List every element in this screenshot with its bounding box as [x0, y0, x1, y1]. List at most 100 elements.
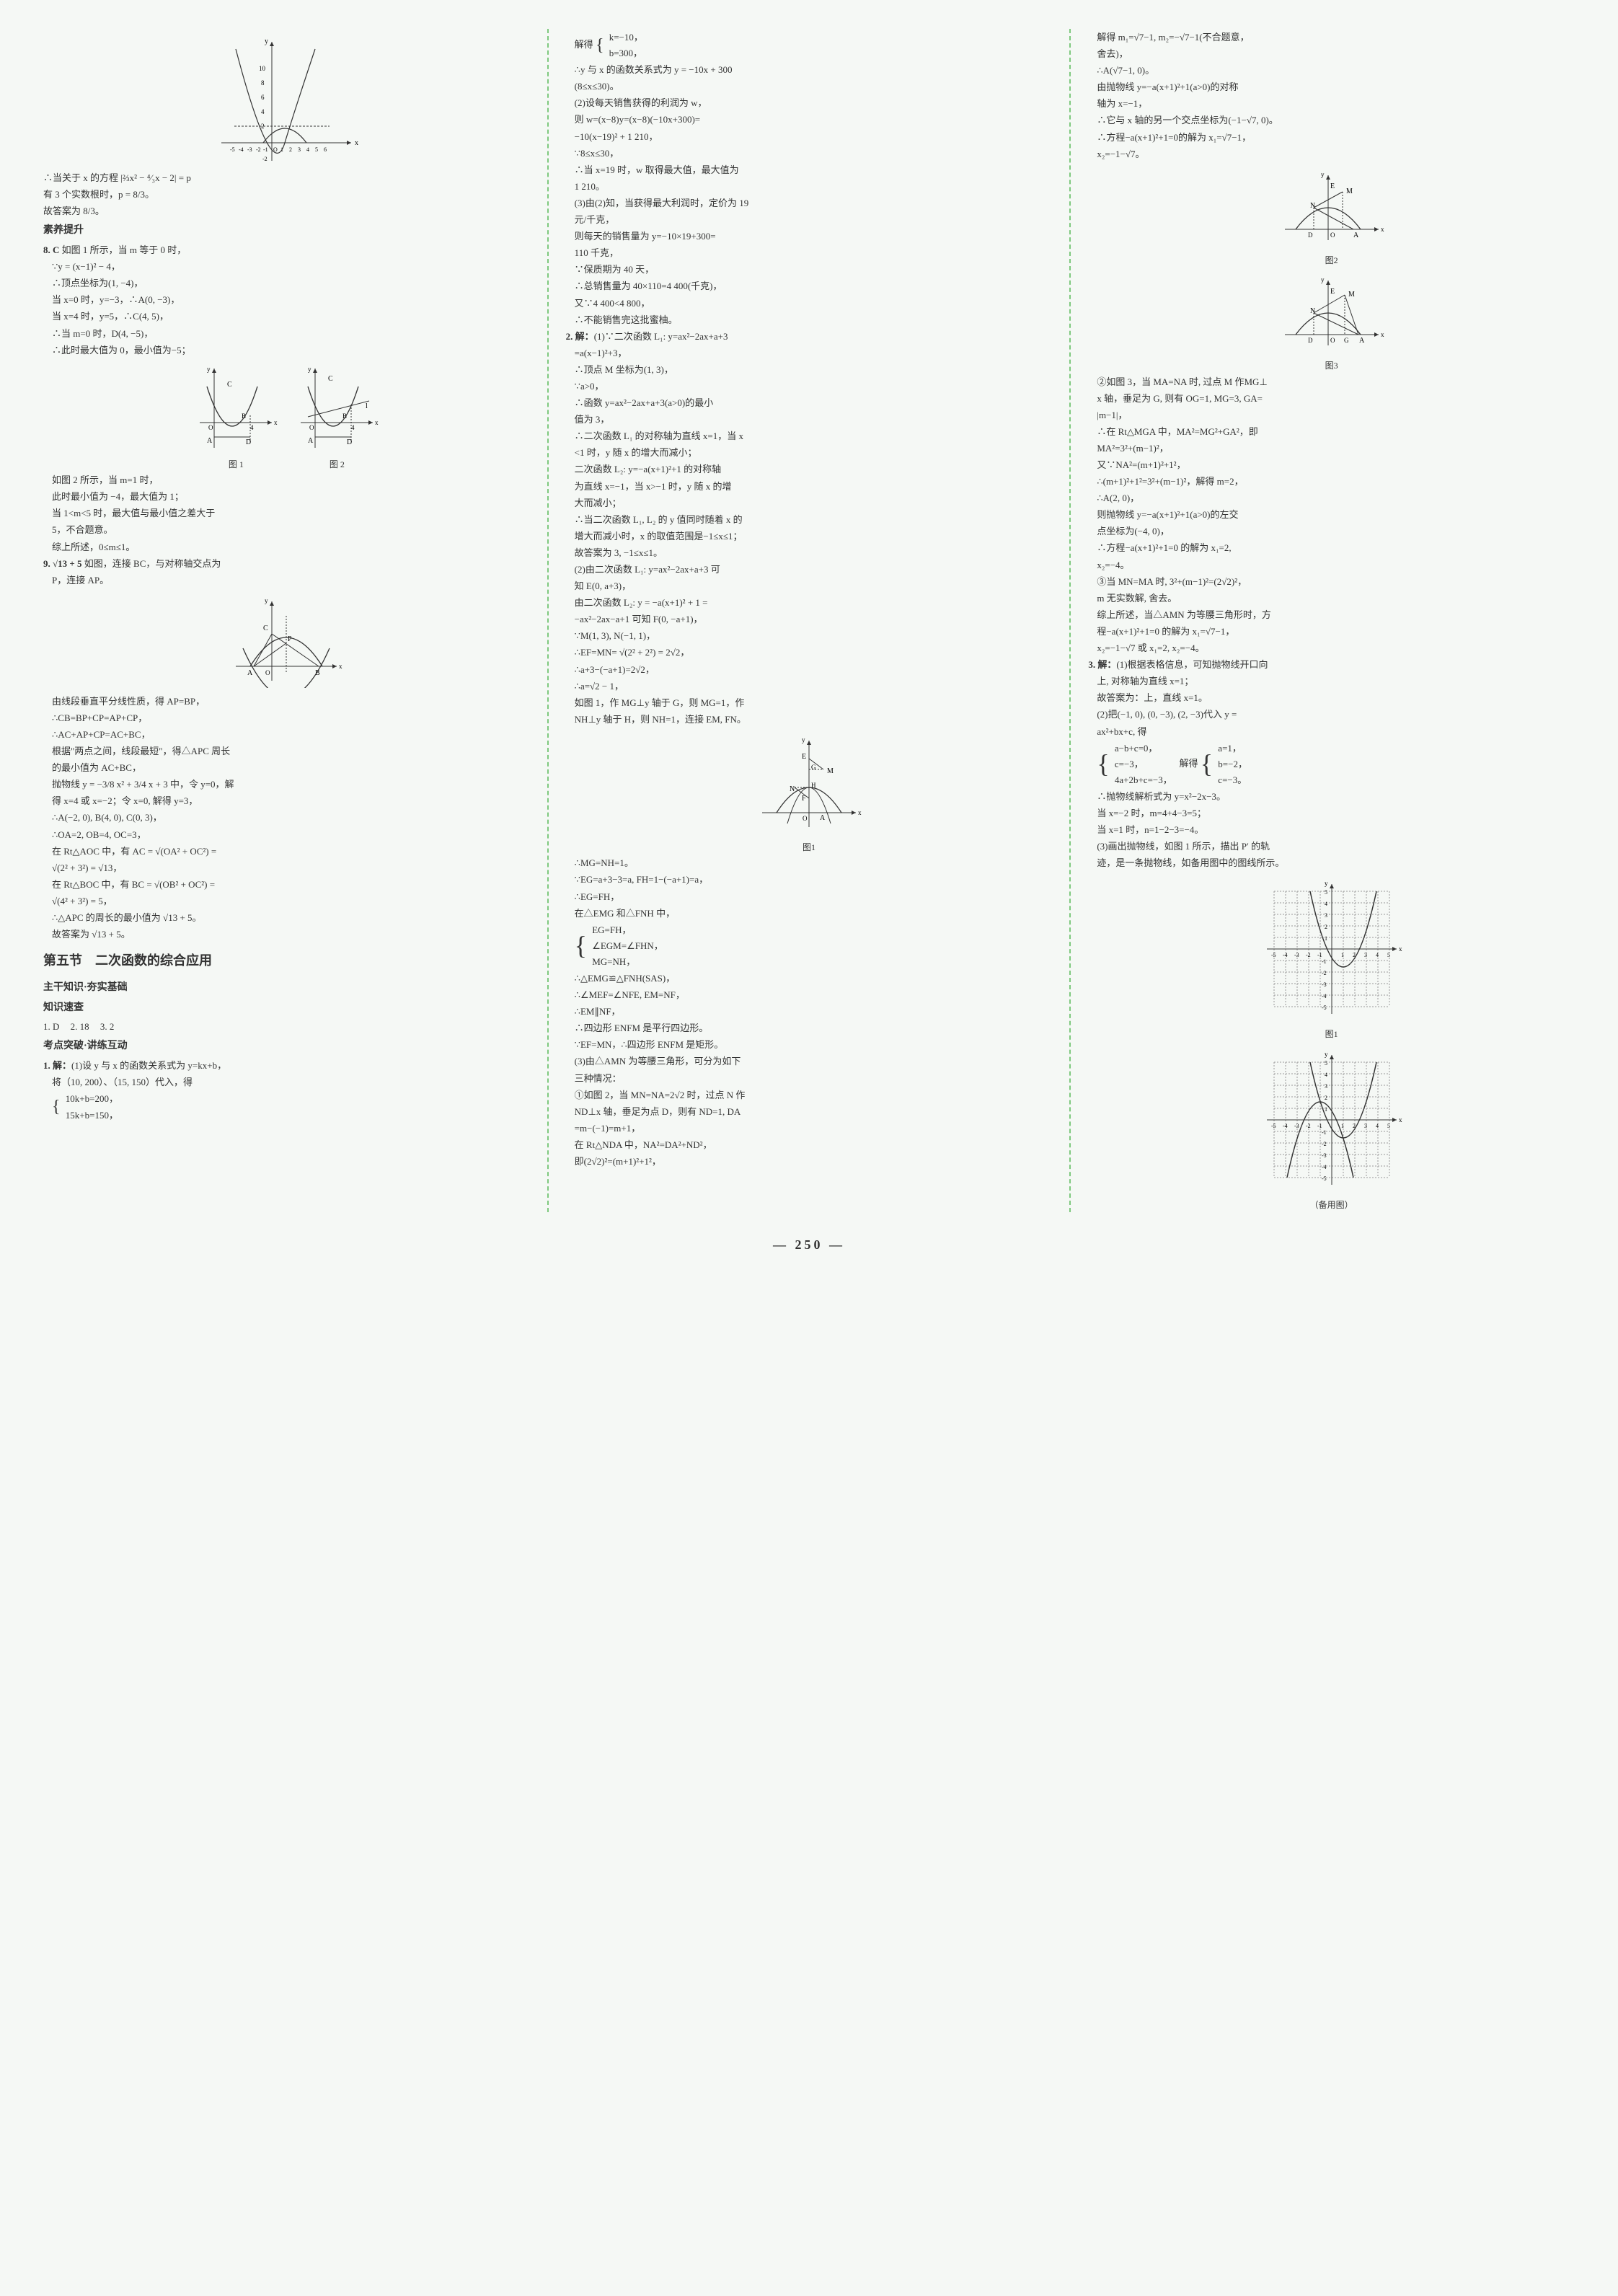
svg-text:4: 4	[351, 424, 355, 431]
svg-text:G: G	[1344, 337, 1349, 344]
svg-text:y: y	[802, 736, 805, 743]
text-line: 舍去)，	[1088, 46, 1575, 62]
parabola-abs-diagram: x y 2 4 6 8 10 -5 -4 -3 -2 -1 O 1 2 3 4 …	[214, 35, 358, 164]
svg-text:x: x	[339, 663, 342, 670]
svg-text:-4: -4	[239, 146, 244, 153]
svg-text:8: 8	[261, 79, 265, 87]
text-line: NH⊥y 轴于 H，则 NH=1，连接 EM, FN。	[566, 712, 1053, 728]
svg-text:-5: -5	[1322, 1175, 1327, 1182]
answer-item: 3. 解：(1)根据表格信息，可知抛物线开口向	[1088, 657, 1575, 673]
svg-text:y: y	[265, 597, 268, 604]
svg-text:-4: -4	[1283, 952, 1288, 958]
subsection-title: 考点突破·讲练互动	[43, 1038, 530, 1055]
svg-text:D: D	[1308, 337, 1313, 344]
text-line: ∴EF=MN= √(2² + 2²) = 2√2，	[566, 645, 1053, 661]
svg-text:y: y	[1321, 276, 1325, 283]
text-line: ∴抛物线解析式为 y=x²−2x−3。	[1088, 789, 1575, 805]
text-line: ∴△APC 的周长的最小值为 √13 + 5。	[43, 910, 530, 926]
text-line: ∴A(√7−1, 0)。	[1088, 63, 1575, 79]
text-line: ∴方程−a(x+1)²+1=0 的解为 x₁=2,	[1088, 540, 1575, 556]
text-line: √(2² + 3²) = √13，	[43, 860, 530, 876]
svg-text:4: 4	[1325, 901, 1327, 907]
text-line: 则每天的销售量为 y=−10×19+300=	[566, 229, 1053, 244]
text-line: 程−a(x+1)²+1=0 的解为 x₁=√7−1，	[1088, 624, 1575, 640]
text-line: ∴A(−2, 0), B(4, 0), C(0, 3)，	[43, 810, 530, 826]
text-line: ∴当 m=0 时，D(4, −5)，	[43, 326, 530, 342]
text-line: 解得 m₁=√7−1, m₂=−√7−1(不合题意，	[1088, 30, 1575, 45]
text-line: 1 210。	[566, 179, 1053, 195]
svg-text:3: 3	[298, 146, 301, 153]
svg-text:N: N	[1310, 202, 1315, 210]
text-line: 知 E(0, a+3)，	[566, 578, 1053, 594]
text-line: 增大而减小时，x 的取值范围是−1≤x≤1；	[566, 529, 1053, 544]
text-line: (8≤x≤30)。	[566, 79, 1053, 94]
enfm-diagram: x y O A E G M N H F	[755, 733, 863, 834]
svg-text:10: 10	[259, 65, 266, 72]
answer-item: 1. 解：(1)设 y 与 x 的函数关系式为 y=kx+b，	[43, 1058, 530, 1074]
svg-text:A: A	[1353, 231, 1359, 239]
svg-text:-2: -2	[1306, 1123, 1311, 1129]
svg-text:l: l	[366, 402, 368, 410]
text-line: 大而减小；	[566, 495, 1053, 511]
svg-text:2: 2	[1325, 924, 1327, 930]
svg-text:-3: -3	[1294, 1123, 1299, 1129]
text-line: ∴总销售量为 40×110=4 400(千克)，	[566, 278, 1053, 294]
svg-text:5: 5	[1325, 889, 1327, 896]
subsection-title: 知识速查	[43, 999, 530, 1017]
text-line: ND⊥x 轴，垂足为点 D，则有 ND=1, DA	[566, 1104, 1053, 1120]
text-line: ∴MG=NH=1。	[566, 855, 1053, 871]
text-line: 综上所述，当△AMN 为等腰三角形时，方	[1088, 607, 1575, 623]
subsection-title: 主干知识·夯实基础	[43, 979, 530, 997]
text-line: ∴四边形 ENFM 是平行四边形。	[566, 1020, 1053, 1036]
text-line: x₂=−4。	[1088, 557, 1575, 573]
svg-text:-3: -3	[1322, 1152, 1327, 1159]
text-line: 如图 1，作 MG⊥y 轴于 G，则 MG=1，作	[566, 695, 1053, 711]
svg-text:6: 6	[261, 94, 265, 101]
section-5-title: 第五节 二次函数的综合应用	[43, 950, 530, 972]
svg-text:O: O	[208, 424, 213, 431]
text-line: ∴CB=BP+CP=AP+CP，	[43, 710, 530, 726]
svg-text:x: x	[375, 419, 379, 426]
svg-text:N: N	[1310, 307, 1315, 315]
svg-text:1: 1	[1341, 952, 1344, 958]
equation-system: { EG=FH， ∠EGM=∠FHN， MG=NH，	[566, 922, 1053, 970]
text-line: ∴函数 y=ax²−2ax+a+3(a>0)的最小	[566, 395, 1053, 411]
answer-row: 1. D 2. 18 3. 2	[43, 1019, 530, 1035]
figure-caption: 图2	[1088, 253, 1575, 268]
text-line: 故答案为：上，直线 x=1。	[1088, 690, 1575, 706]
text-line: 迹，是一条抛物线，如备用图中的图线所示。	[1088, 855, 1575, 871]
svg-text:-1: -1	[1322, 1129, 1327, 1136]
svg-text:-5: -5	[1322, 1004, 1327, 1011]
svg-text:P: P	[288, 635, 292, 643]
text-line: x₂=−1−√7 或 x₁=2, x₂=−4。	[1088, 640, 1575, 656]
text-line: ∴EG=FH，	[566, 889, 1053, 905]
text-line: 轴为 x=−1，	[1088, 96, 1575, 112]
svg-text:C: C	[263, 624, 268, 632]
text-line: =m−(−1)=m+1，	[566, 1121, 1053, 1136]
svg-text:-2: -2	[256, 146, 261, 153]
text-line: ∴y 与 x 的函数关系式为 y = −10x + 300	[566, 62, 1053, 78]
text-line: ∴它与 x 轴的另一个交点坐标为(−1−√7, 0)。	[1088, 112, 1575, 128]
text-line: ∵y = (x−1)² − 4，	[43, 259, 530, 275]
equation-system: { 10k+b=200， 15k+b=150，	[43, 1091, 530, 1123]
column-1: x y 2 4 6 8 10 -5 -4 -3 -2 -1 O 1 2 3 4 …	[43, 29, 530, 1212]
text-line: ∴当 x=19 时，w 取得最大值，最大值为	[566, 162, 1053, 178]
svg-text:y: y	[308, 366, 311, 373]
svg-text:1: 1	[1325, 1106, 1327, 1113]
column-divider	[1069, 29, 1071, 1212]
text-line: 110 千克，	[566, 245, 1053, 261]
answer-item: 9. √13 + 5 如图，连接 BC，与对称轴交点为	[43, 556, 530, 572]
svg-text:y: y	[1325, 1051, 1328, 1058]
figure-2-diagram: x y O A D E M N	[1278, 168, 1386, 247]
svg-text:C: C	[227, 381, 232, 389]
svg-text:O: O	[803, 815, 808, 822]
figure-3-diagram: x y O A D G E M N	[1278, 273, 1386, 353]
svg-text:x: x	[274, 419, 278, 426]
text-line: 在 Rt△NDA 中，NA²=DA²+ND²，	[566, 1137, 1053, 1153]
svg-text:O: O	[265, 669, 270, 676]
text-line: 由线段垂直平分线性质，得 AP=BP，	[43, 694, 530, 710]
text-line: ∵8≤x≤30，	[566, 146, 1053, 162]
text-line: −ax²−2ax−a+1 可知 F(0, −a+1)，	[566, 611, 1053, 627]
svg-text:-1: -1	[1317, 1123, 1322, 1129]
svg-text:M: M	[1346, 187, 1353, 195]
